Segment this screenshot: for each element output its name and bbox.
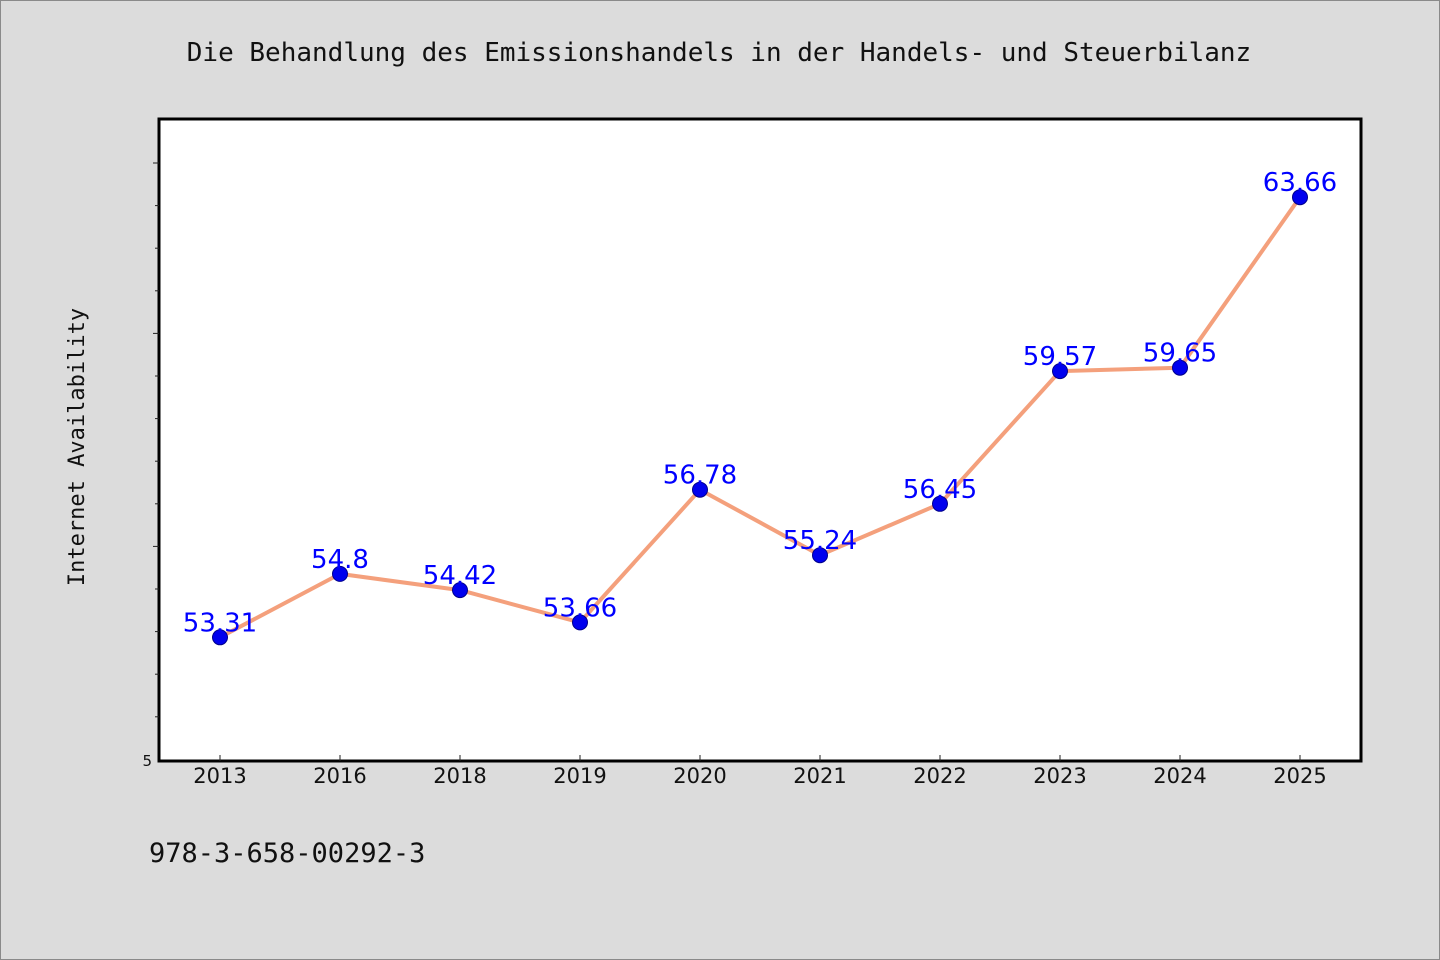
x-tick-label: 2016 <box>313 764 366 788</box>
y-tick-label: 5 <box>142 752 152 770</box>
data-point <box>812 547 828 564</box>
data-point <box>452 582 468 599</box>
data-label: 55.24 <box>783 526 857 556</box>
data-label: 59.57 <box>1023 342 1097 372</box>
data-point <box>1052 363 1068 380</box>
plot-area <box>157 117 1363 763</box>
data-label: 59.65 <box>1143 339 1217 369</box>
series-line-group <box>219 196 1302 640</box>
x-tick-label: 2019 <box>553 764 606 788</box>
data-label: 56.45 <box>903 475 977 505</box>
x-tick-label: 2023 <box>1033 764 1086 788</box>
data-point <box>572 614 588 631</box>
x-tick-label: 2020 <box>673 764 726 788</box>
data-label: 56.78 <box>663 461 737 491</box>
x-tick-label: 2018 <box>433 764 486 788</box>
series-line <box>219 196 1302 640</box>
data-label: 54.8 <box>311 545 369 575</box>
data-point <box>1172 359 1188 376</box>
x-tick-label: 2024 <box>1153 764 1206 788</box>
x-tick-label: 2021 <box>793 764 846 788</box>
data-point <box>692 481 708 498</box>
data-point <box>212 629 228 646</box>
data-labels: 53.31 54.8 54.42 53.66 56.78 55.24 56.45 59.57 5… <box>183 168 1337 638</box>
data-label: 53.31 <box>183 608 257 638</box>
isbn-text: 978-3-658-00292-3 <box>149 838 425 869</box>
data-markers <box>212 189 1308 646</box>
x-axis-ticks <box>219 755 1301 761</box>
x-tick-label: 2022 <box>913 764 966 788</box>
data-label: 53.66 <box>543 593 617 623</box>
x-tick-labels: 2013 2016 2018 2019 2020 2021 2022 2023 2024 2025 <box>193 764 1326 788</box>
data-point <box>332 565 348 582</box>
y-axis-label: Internet Availability <box>65 308 90 586</box>
data-label: 63.66 <box>1263 168 1337 198</box>
data-point <box>932 495 948 512</box>
chart-title: Die Behandlung des Emissionshandels in d… <box>187 38 1251 68</box>
x-tick-label: 2025 <box>1273 764 1326 788</box>
x-tick-label: 2013 <box>193 764 246 788</box>
y-axis-ticks <box>153 162 159 718</box>
data-label: 54.42 <box>423 561 497 591</box>
data-point <box>1292 189 1308 206</box>
